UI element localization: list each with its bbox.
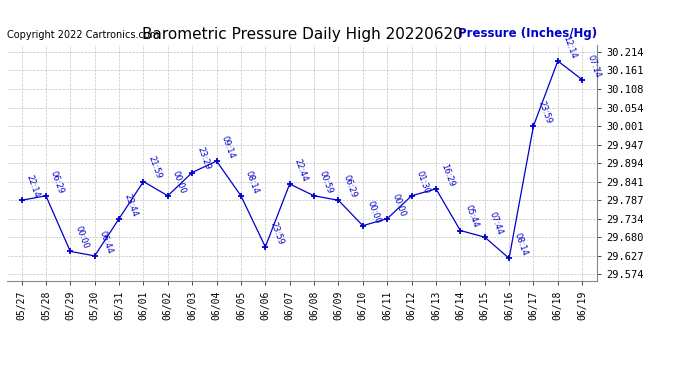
- Text: 00:00: 00:00: [366, 199, 382, 225]
- Text: 22:14: 22:14: [25, 174, 41, 199]
- Text: 00:00: 00:00: [73, 225, 90, 251]
- Text: 07:44: 07:44: [488, 211, 504, 236]
- Text: 12:14: 12:14: [561, 34, 578, 60]
- Text: 00:00: 00:00: [171, 170, 188, 195]
- Text: 16:29: 16:29: [439, 162, 456, 188]
- Title: Barometric Pressure Daily High 20220620: Barometric Pressure Daily High 20220620: [141, 27, 462, 42]
- Text: 23:59: 23:59: [268, 220, 285, 246]
- Text: Copyright 2022 Cartronics.com: Copyright 2022 Cartronics.com: [7, 30, 159, 40]
- Text: 06:29: 06:29: [49, 169, 66, 195]
- Text: 23:59: 23:59: [537, 99, 553, 125]
- Text: 05:44: 05:44: [464, 204, 480, 230]
- Text: 00:59: 00:59: [317, 170, 334, 195]
- Text: 23:44: 23:44: [122, 192, 139, 217]
- Text: 00:00: 00:00: [391, 192, 407, 217]
- Text: 21:59: 21:59: [146, 155, 163, 180]
- Text: 06:29: 06:29: [342, 174, 358, 199]
- Text: 08:14: 08:14: [244, 169, 261, 195]
- Text: 22:44: 22:44: [293, 158, 309, 183]
- Text: 06:44: 06:44: [98, 230, 115, 255]
- Text: 23:29: 23:29: [195, 146, 212, 171]
- Text: 09:14: 09:14: [219, 135, 236, 160]
- Text: 08:14: 08:14: [512, 232, 529, 257]
- Text: 01:30: 01:30: [415, 169, 431, 195]
- Text: Pressure (Inches/Hg): Pressure (Inches/Hg): [457, 27, 597, 40]
- Text: 07:14: 07:14: [585, 53, 602, 79]
